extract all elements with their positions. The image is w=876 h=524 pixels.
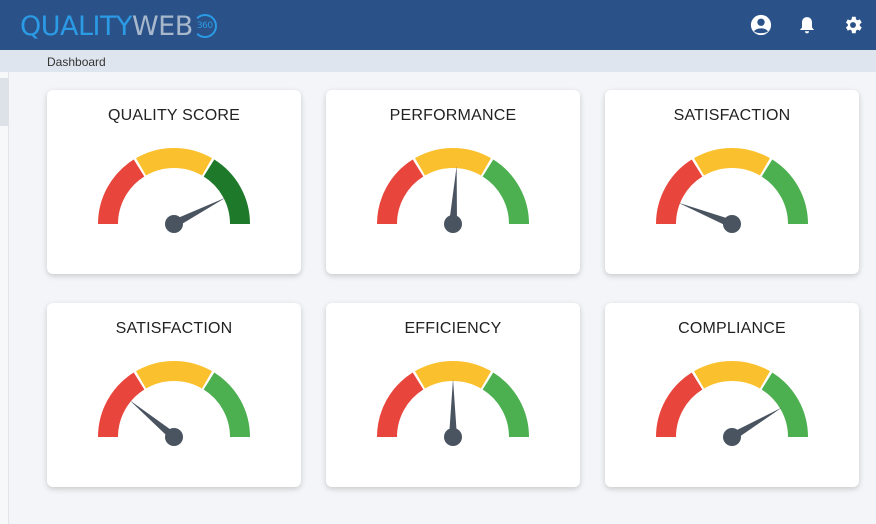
breadcrumb[interactable]: Dashboard bbox=[47, 55, 106, 69]
gauge-zone-high bbox=[482, 159, 529, 225]
gauge-needle bbox=[449, 166, 457, 225]
gauge-title: COMPLIANCE bbox=[678, 320, 786, 337]
breadcrumb-bar bbox=[0, 50, 876, 72]
gauge-zone-high bbox=[203, 159, 250, 225]
account-circle-icon bbox=[750, 14, 772, 36]
sidebar-collapsed[interactable] bbox=[0, 72, 9, 524]
sidebar-tab[interactable] bbox=[0, 78, 9, 126]
gauge-chart bbox=[98, 148, 250, 233]
gauge-needle bbox=[729, 407, 782, 441]
gauge-title: SATISFACTION bbox=[115, 320, 233, 337]
gauge-card-satisfaction[interactable]: SATISFACTION bbox=[605, 90, 859, 274]
gauge-card-compliance[interactable]: COMPLIANCE bbox=[605, 303, 859, 487]
gauge-needle-hub bbox=[165, 215, 183, 233]
account-button[interactable] bbox=[738, 0, 784, 50]
gauge-zone-high bbox=[761, 372, 808, 438]
gauge-chart bbox=[377, 361, 529, 446]
gauge-needle bbox=[172, 197, 226, 228]
gauge-zone-mid bbox=[694, 361, 770, 389]
gauge-needle-hub bbox=[444, 215, 462, 233]
gauge-zone-low bbox=[656, 372, 703, 438]
gauge-zone-low bbox=[377, 159, 424, 225]
gauge-title: PERFORMANCE bbox=[389, 107, 517, 124]
top-bar: QUALITY WEB 360 bbox=[0, 0, 876, 50]
gauge-needle-hub bbox=[723, 215, 741, 233]
gauge-zone-low bbox=[656, 159, 703, 225]
gauge-needle bbox=[449, 379, 457, 437]
gauge-needle-hub bbox=[165, 428, 183, 446]
gauge-zone-mid bbox=[136, 361, 212, 389]
gauge-card-quality-score[interactable]: QUALITY SCORE bbox=[47, 90, 301, 274]
gauge-card-satisfaction-2[interactable]: SATISFACTION bbox=[47, 303, 301, 487]
settings-button[interactable] bbox=[830, 0, 876, 50]
gauge-zone-low bbox=[377, 372, 424, 438]
gauge-zone-mid bbox=[415, 361, 491, 389]
gauge-zone-mid bbox=[136, 148, 212, 176]
logo-quality-text: QUALITY bbox=[20, 10, 132, 42]
gauge-title: QUALITY SCORE bbox=[107, 107, 241, 124]
logo-360-text: 360 bbox=[196, 21, 213, 31]
gauge-chart bbox=[98, 361, 250, 446]
gear-icon bbox=[845, 16, 862, 34]
gauge-needle bbox=[129, 400, 177, 441]
gauge-needle bbox=[678, 202, 734, 228]
notifications-button[interactable] bbox=[784, 0, 830, 50]
gauge-title: EFFICIENCY bbox=[404, 320, 502, 337]
gauge-card-performance[interactable]: PERFORMANCE bbox=[326, 90, 580, 274]
gauge-zone-low bbox=[98, 372, 145, 438]
gauge-chart bbox=[656, 361, 808, 446]
gauge-title: SATISFACTION bbox=[673, 107, 791, 124]
app-logo[interactable]: QUALITY WEB 360 bbox=[20, 10, 217, 42]
gauge-needle-hub bbox=[723, 428, 741, 446]
gauge-chart bbox=[377, 148, 529, 233]
gauge-zone-high bbox=[203, 372, 250, 438]
bell-icon bbox=[799, 17, 815, 34]
logo-360-icon: 360 bbox=[192, 14, 217, 38]
gauge-zone-low bbox=[98, 159, 145, 225]
gauge-zone-mid bbox=[694, 148, 770, 176]
logo-web-text: WEB bbox=[131, 10, 193, 42]
gauge-zone-high bbox=[761, 159, 808, 225]
gauge-zone-high bbox=[482, 372, 529, 438]
gauge-zone-mid bbox=[415, 148, 491, 176]
header-actions bbox=[738, 0, 876, 50]
gauge-chart bbox=[656, 148, 808, 233]
gauge-needle-hub bbox=[444, 428, 462, 446]
gauge-card-efficiency[interactable]: EFFICIENCY bbox=[326, 303, 580, 487]
